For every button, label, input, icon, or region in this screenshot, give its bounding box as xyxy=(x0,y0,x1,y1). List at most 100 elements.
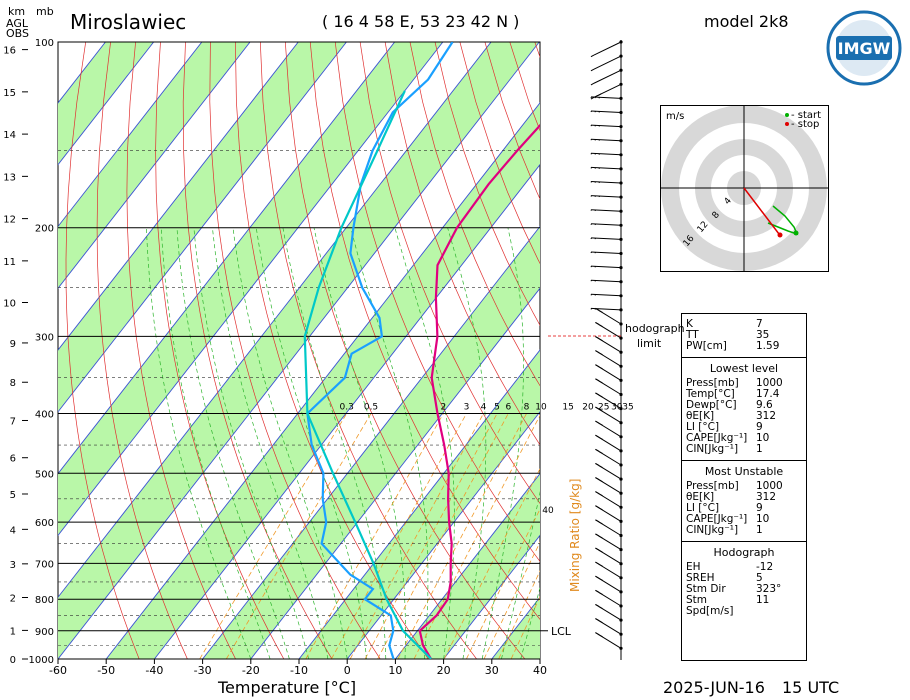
moist-adiabat xyxy=(160,227,271,659)
km-label: 6 xyxy=(10,454,16,465)
isotherm-line xyxy=(58,42,347,413)
index-row: Temp[°C] 17.4 xyxy=(682,389,806,400)
wind-barb-flag xyxy=(598,493,603,497)
wind-barb-staff xyxy=(591,223,622,226)
wind-barb-flag xyxy=(595,406,600,410)
km-label: 5 xyxy=(10,490,16,501)
forecast-time: 15 UTC xyxy=(782,678,840,697)
pressure-label: 600 xyxy=(35,518,54,529)
wind-barb-flag xyxy=(595,505,600,509)
wind-barb-flag xyxy=(595,448,600,452)
wind-barb-staff xyxy=(591,293,622,297)
hodograph-panel: 4 8 12 16 m/s - start - stop xyxy=(660,105,829,272)
wind-barb-flag xyxy=(590,96,595,100)
unit-obs: OBS xyxy=(6,27,29,40)
wind-barb-staff xyxy=(591,96,622,99)
index-value: 1000 xyxy=(756,377,783,389)
pressure-label: 800 xyxy=(35,595,54,606)
logo-text: IMGW xyxy=(838,39,891,58)
lowest-title: Lowest level xyxy=(709,362,779,375)
index-value: 9.6 xyxy=(756,399,773,411)
km-label: 9 xyxy=(10,339,16,350)
index-key: LI [°C] xyxy=(686,421,720,433)
wind-barb-flag xyxy=(590,54,595,58)
hodo-ring-8: 8 xyxy=(711,210,723,221)
mixing-ratio-line xyxy=(510,595,540,659)
wind-barb-flag xyxy=(598,394,603,398)
km-label: 16 xyxy=(3,46,16,57)
wind-barb-flag xyxy=(598,634,603,638)
wind-barb-flag xyxy=(590,68,595,72)
index-row: Stm Spd[m/s] 11 xyxy=(682,594,806,617)
dry-adiabat xyxy=(235,42,429,659)
moist-adiabat xyxy=(350,227,429,659)
index-row: CAPE[Jkg⁻¹] 10 xyxy=(682,514,806,525)
station-name: Miroslawiec xyxy=(70,10,187,34)
index-key: CAPE[Jkg⁻¹] xyxy=(686,432,748,444)
mixing-ratio-line xyxy=(225,413,372,659)
index-key: EH xyxy=(686,561,701,573)
wind-barb-flag xyxy=(598,465,603,468)
hodo-unit: m/s xyxy=(666,111,684,122)
hodo-section: Hodograph EH -12 SREH 5 Stm Dir 323° Stm Sp… xyxy=(682,541,806,617)
index-row: Stm Dir 323° xyxy=(682,584,806,595)
wind-barb-flag xyxy=(595,307,600,311)
wind-barb-flag xyxy=(598,436,603,440)
wind-barb-flag xyxy=(598,324,603,327)
x-tick-label: 20 xyxy=(437,664,451,677)
wind-barb-staff xyxy=(593,41,622,56)
moist-adiabat xyxy=(282,227,387,659)
index-key: SREH xyxy=(686,572,715,584)
pressure-label: 200 xyxy=(35,224,54,235)
km-label: 12 xyxy=(3,215,16,226)
pressure-label: 400 xyxy=(35,409,54,420)
index-value: 312 xyxy=(756,410,777,422)
mixing-ratio-label: 0.5 xyxy=(364,402,378,412)
isotherm-line xyxy=(58,42,396,475)
wind-barb-flag xyxy=(598,591,603,595)
wind-barb-staff xyxy=(593,83,622,98)
hodo-limit-label: hodograph xyxy=(625,322,685,335)
index-key: θE[K] xyxy=(686,410,715,422)
wind-barb-flag xyxy=(598,352,603,356)
mixing-ratio-label: 30 xyxy=(611,402,623,412)
mixing-ratio-line xyxy=(305,413,444,659)
unit-mb: mb xyxy=(36,5,54,18)
wind-barb-staff xyxy=(591,237,622,240)
index-value: 9 xyxy=(756,421,763,433)
km-label: 2 xyxy=(10,594,16,605)
wind-barb-flag xyxy=(595,350,600,354)
index-key: LI [°C] xyxy=(686,502,720,514)
index-key: Dewp[°C] xyxy=(686,399,737,411)
index-key: Stm Spd[m/s] xyxy=(686,594,734,617)
index-value: -12 xyxy=(756,561,774,573)
wind-barb-staff xyxy=(593,55,622,70)
mixing-ratio-label: 3 xyxy=(464,402,470,412)
pressure-label: 900 xyxy=(35,627,54,638)
wind-barb-flag xyxy=(598,563,603,567)
isotherm-line xyxy=(202,225,540,659)
wind-barb-flag xyxy=(598,309,603,313)
mixing-ratio-label: 20 xyxy=(582,402,594,412)
legend-start-label: - start xyxy=(791,110,821,121)
index-value: 10 xyxy=(756,432,770,444)
index-value: 1.59 xyxy=(756,340,780,352)
index-value: 1000 xyxy=(756,480,783,492)
index-row: LI [°C] 9 xyxy=(682,422,806,433)
wind-barb-flag xyxy=(590,82,595,86)
index-row: LI [°C] 9 xyxy=(682,503,806,514)
lcl-label: LCL xyxy=(551,625,572,638)
wind-barb-staff xyxy=(591,181,622,184)
legend-start-dot xyxy=(785,113,789,117)
model-name: model 2k8 xyxy=(704,12,789,31)
wind-barb-flag xyxy=(598,606,603,609)
wind-barb-flag xyxy=(598,549,603,553)
wind-barb-flag xyxy=(595,420,600,424)
index-value: 10 xyxy=(756,513,770,525)
wind-barb-staff xyxy=(591,152,622,156)
wind-barb-flag xyxy=(598,422,603,426)
wind-barb-flag xyxy=(595,533,600,537)
x-tick-label: 10 xyxy=(388,664,402,677)
lowest-section: Lowest level Press[mb] 1000 Temp[°C] 17.4 … xyxy=(682,357,806,455)
x-tick-label: 40 xyxy=(533,664,547,677)
